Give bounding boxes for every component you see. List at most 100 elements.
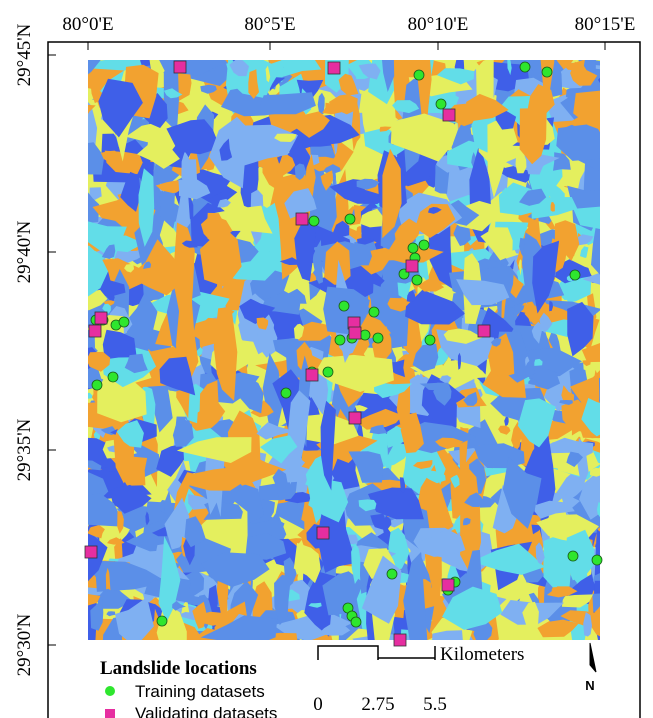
terrain-patch	[163, 88, 183, 99]
terrain-patch	[293, 542, 321, 584]
terrain-patch	[606, 360, 615, 385]
terrain-patch	[463, 517, 471, 526]
scale-unit: Kilometers	[440, 644, 524, 665]
terrain-patch	[115, 597, 154, 640]
terrain-patch	[388, 527, 410, 570]
terrain-patch	[491, 337, 502, 347]
terrain-patch	[480, 227, 513, 261]
terrain-patch	[116, 420, 144, 448]
validating-point	[327, 61, 341, 75]
terrain-patch	[143, 261, 152, 269]
scale-label: 0	[313, 694, 323, 715]
terrain-patch	[582, 272, 600, 285]
terrain-patch	[163, 60, 179, 142]
lon-label: 80°5'E	[244, 14, 295, 35]
validating-point	[441, 578, 455, 592]
training-point	[424, 334, 436, 346]
terrain-patch	[209, 116, 255, 189]
terrain-patch	[98, 78, 143, 138]
terrain-patch	[581, 398, 600, 437]
terrain-patch	[515, 152, 527, 174]
terrain-patch	[74, 64, 85, 74]
terrain-patch	[390, 113, 455, 162]
validating-point	[348, 411, 362, 425]
terrain-patch	[463, 391, 478, 406]
terrain-patch	[556, 123, 600, 161]
terrain-patch	[88, 221, 127, 260]
training-point	[407, 242, 419, 254]
terrain-patch	[539, 312, 553, 333]
training-point	[107, 371, 119, 383]
training-point	[91, 379, 103, 391]
terrain-patch	[262, 353, 283, 440]
terrain-patch	[415, 203, 456, 238]
north-arrow	[589, 642, 597, 673]
terrain-patch	[305, 372, 329, 415]
terrain-patch	[124, 353, 148, 374]
terrain-patch	[290, 50, 298, 57]
terrain-patch	[412, 343, 439, 372]
training-point	[156, 615, 168, 627]
terrain-patch	[120, 171, 141, 212]
terrain-patch	[399, 477, 406, 493]
terrain-patch	[356, 178, 380, 190]
terrain-patch	[138, 168, 155, 247]
terrain-patch	[125, 120, 182, 150]
training-point	[413, 69, 425, 81]
terrain-patch	[172, 222, 195, 332]
lat-label: 29°40'N	[14, 220, 35, 283]
terrain-patch	[88, 104, 96, 115]
training-point	[344, 213, 356, 225]
terrain-patch	[450, 474, 460, 488]
terrain-patch	[88, 493, 118, 527]
legend-item: Training datasets	[135, 682, 265, 701]
terrain-patch	[502, 456, 542, 529]
terrain-patch	[325, 60, 329, 62]
terrain-patch	[405, 289, 466, 325]
terrain-patch	[281, 60, 322, 78]
terrain-patch	[535, 542, 545, 565]
training-point	[567, 550, 579, 562]
terrain-patch	[522, 559, 544, 583]
training-point	[372, 332, 384, 344]
terrain-patch	[274, 574, 291, 626]
terrain-patch	[553, 152, 571, 171]
terrain-patch	[88, 497, 89, 507]
terrain-patch	[373, 381, 413, 399]
terrain-patch	[124, 263, 134, 273]
terrain-patch	[498, 425, 511, 435]
terrain-patch	[351, 100, 361, 151]
terrain-patch	[417, 60, 432, 148]
terrain-patch	[567, 301, 594, 357]
terrain-patch	[417, 277, 445, 292]
terrain-patch	[88, 369, 89, 374]
terrain-patch	[601, 633, 609, 644]
validating-point	[405, 259, 419, 273]
terrain-patch	[583, 612, 592, 637]
terrain-patch	[124, 292, 158, 377]
terrain-patch	[256, 317, 269, 330]
terrain-patch	[528, 378, 539, 386]
terrain-patch	[102, 303, 111, 314]
terrain-patch	[290, 111, 330, 138]
legend-symbol	[105, 686, 115, 696]
validating-point	[348, 326, 362, 340]
terrain-patch	[517, 398, 556, 448]
terrain-patch	[436, 68, 475, 85]
terrain-patch	[355, 408, 403, 430]
terrain-patch	[548, 183, 565, 211]
terrain-patch	[260, 435, 298, 464]
lat-label: 29°30'N	[14, 613, 35, 676]
terrain-patch	[444, 60, 454, 69]
training-point	[334, 334, 346, 346]
terrain-patch	[419, 529, 454, 557]
terrain-patch	[318, 624, 351, 636]
terrain-patch	[381, 60, 395, 92]
training-point	[569, 269, 581, 281]
terrain-patch	[432, 630, 463, 640]
terrain-patch	[419, 382, 440, 391]
lat-label: 29°45'N	[14, 23, 35, 86]
terrain-patch	[145, 511, 150, 526]
terrain-patch	[591, 226, 600, 275]
